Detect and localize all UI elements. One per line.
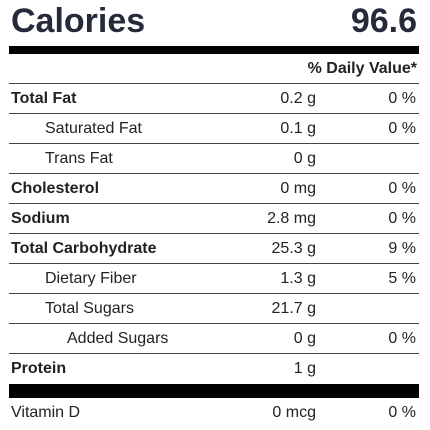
nutrient-daily-value: 0 % bbox=[388, 210, 416, 227]
nutrient-name: Total Carbohydrate bbox=[11, 240, 157, 257]
nutrient-daily-value: 5 % bbox=[388, 270, 416, 287]
nutrient-daily-value: 9 % bbox=[388, 240, 416, 257]
nutrient-amount: 0 g bbox=[293, 330, 316, 347]
nutrient-row: Cholesterol 0 mg 0 % bbox=[9, 174, 419, 204]
nutrient-amount: 1 g bbox=[293, 360, 316, 377]
nutrient-name: Cholesterol bbox=[11, 180, 100, 197]
nutrient-amount: 1.3 g bbox=[280, 270, 316, 287]
nutrient-daily-value: 0 % bbox=[388, 180, 416, 197]
nutrient-amount: 25.3 g bbox=[271, 240, 316, 257]
calories-value: 96.6 bbox=[350, 2, 417, 40]
calories-row: Calories 96.6 bbox=[9, 0, 419, 46]
nutrient-list: Total Fat 0.2 g 0 % Saturated Fat 0.1 g … bbox=[9, 84, 419, 383]
thick-divider bbox=[9, 384, 419, 398]
nutrient-row: Added Sugars 0 g 0 % bbox=[9, 324, 419, 354]
nutrient-name: Saturated Fat bbox=[45, 120, 142, 137]
nutrient-name: Protein bbox=[11, 360, 67, 377]
nutrient-amount: 0 mg bbox=[280, 180, 316, 197]
daily-value-header: % Daily Value* bbox=[9, 54, 419, 84]
nutrient-daily-value: 0 % bbox=[388, 120, 416, 137]
nutrient-amount: 0 g bbox=[293, 150, 316, 167]
vitamin-amount: 0 mcg bbox=[272, 404, 316, 421]
nutrient-name: Dietary Fiber bbox=[45, 270, 137, 287]
nutrient-amount: 0.2 g bbox=[280, 90, 316, 107]
thick-divider bbox=[9, 46, 419, 54]
nutrient-name: Added Sugars bbox=[67, 330, 169, 347]
nutrient-name: Total Sugars bbox=[45, 300, 134, 317]
vitamin-name: Vitamin D bbox=[11, 404, 81, 421]
nutrition-facts-panel: Calories 96.6 % Daily Value* Total Fat 0… bbox=[9, 0, 419, 428]
nutrient-amount: 21.7 g bbox=[271, 300, 316, 317]
nutrient-name: Sodium bbox=[11, 210, 70, 227]
nutrient-daily-value: 0 % bbox=[388, 330, 416, 347]
nutrient-row: Total Carbohydrate 25.3 g 9 % bbox=[9, 234, 419, 264]
nutrient-amount: 2.8 mg bbox=[267, 210, 316, 227]
vitamin-row: Vitamin D 0 mcg 0 % bbox=[9, 398, 419, 428]
nutrient-name: Trans Fat bbox=[45, 150, 113, 167]
nutrient-daily-value: 0 % bbox=[388, 90, 416, 107]
calories-label: Calories bbox=[11, 2, 146, 40]
nutrient-row: Protein 1 g bbox=[9, 354, 419, 383]
nutrient-amount: 0.1 g bbox=[280, 120, 316, 137]
nutrient-row: Trans Fat 0 g bbox=[9, 144, 419, 174]
nutrient-row: Sodium 2.8 mg 0 % bbox=[9, 204, 419, 234]
nutrient-name: Total Fat bbox=[11, 90, 77, 107]
nutrient-row: Dietary Fiber 1.3 g 5 % bbox=[9, 264, 419, 294]
nutrient-row: Total Sugars 21.7 g bbox=[9, 294, 419, 324]
nutrient-row: Total Fat 0.2 g 0 % bbox=[9, 84, 419, 114]
vitamin-daily-value: 0 % bbox=[388, 404, 416, 421]
nutrient-row: Saturated Fat 0.1 g 0 % bbox=[9, 114, 419, 144]
